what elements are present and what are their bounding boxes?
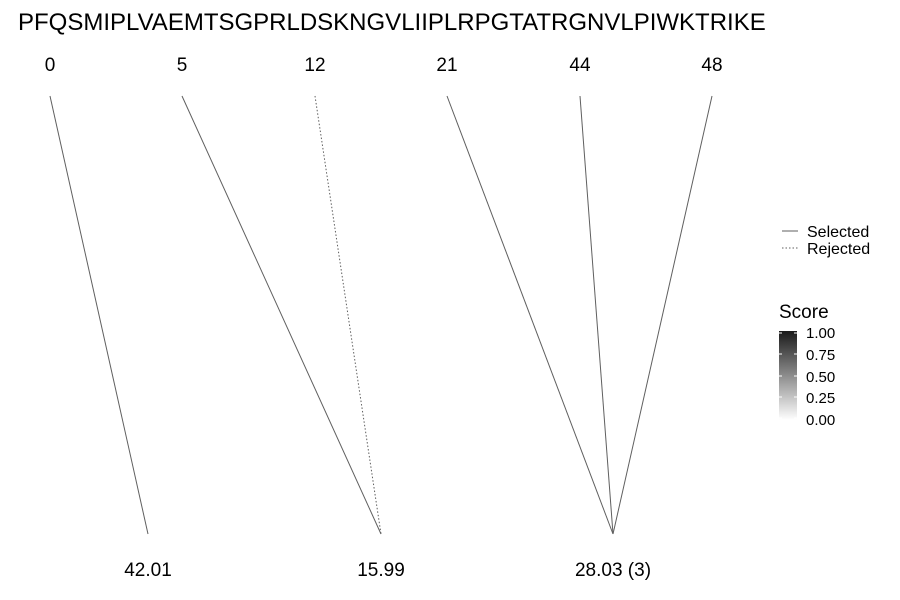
line-type-legend: Selected Rejected <box>782 224 870 258</box>
rejected-link-line <box>314 95 382 535</box>
selected-link-line <box>579 95 614 535</box>
position-label: 0 <box>45 55 56 76</box>
position-labels: 0 5 12 21 44 48 <box>45 55 723 76</box>
selected-link-line <box>49 95 149 535</box>
score-tick-label: 0.75 <box>806 347 835 364</box>
score-legend: Score 1.00 0.75 0.50 0.25 0.00 <box>779 302 835 429</box>
target-label: 28.03 (3) <box>575 560 651 581</box>
position-label: 21 <box>436 55 457 76</box>
score-tick-label: 0.50 <box>806 369 835 386</box>
target-labels: 42.01 15.99 28.03 (3) <box>124 560 651 581</box>
position-label: 48 <box>701 55 722 76</box>
position-label: 44 <box>569 55 591 76</box>
selected-link-line <box>181 95 382 535</box>
selected-link-line <box>612 95 713 535</box>
mapping-lines <box>49 95 713 535</box>
position-label: 12 <box>304 55 325 76</box>
score-tick-label: 1.00 <box>806 325 835 342</box>
score-legend-title: Score <box>779 302 829 323</box>
score-color-bar <box>779 331 797 420</box>
target-label: 15.99 <box>357 560 405 581</box>
rejected-legend-label: Rejected <box>807 241 870 258</box>
position-label: 5 <box>177 55 188 76</box>
selected-link-line <box>446 95 614 535</box>
sequence-text: PFQSMIPLVAEMTSGPRLDSKNGVLIIPLRPGTATRGNVL… <box>18 9 766 36</box>
score-tick-label: 0.00 <box>806 412 835 429</box>
target-label: 42.01 <box>124 560 172 581</box>
score-tick-label: 0.25 <box>806 390 835 407</box>
selected-legend-label: Selected <box>807 224 869 241</box>
